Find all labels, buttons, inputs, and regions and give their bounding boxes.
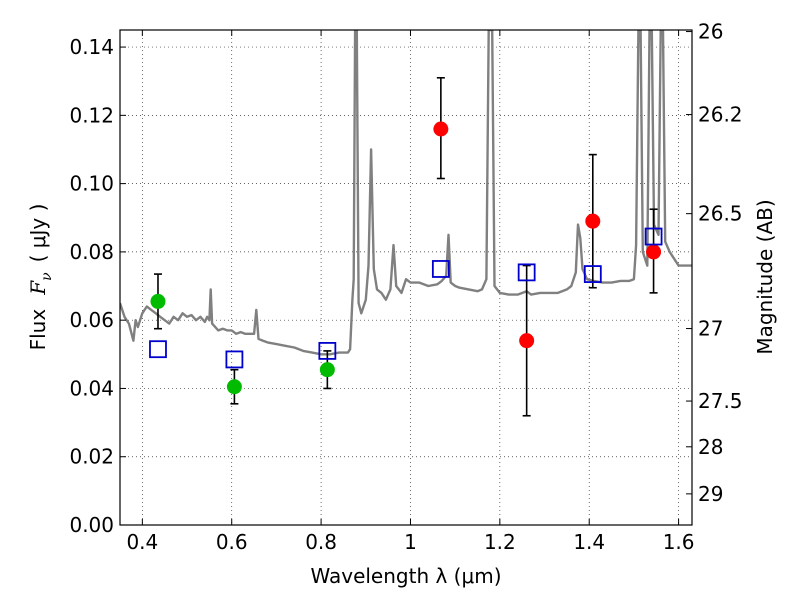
- y2-tick-label: 27: [698, 317, 723, 341]
- model-spectrum: [120, 30, 692, 356]
- x-tick-label: 1.2: [484, 530, 516, 554]
- y-axis-title-prefix: Flux: [26, 309, 50, 351]
- x-tick-label: 0.4: [126, 530, 158, 554]
- model-point: [225, 350, 244, 369]
- model-point: [318, 341, 337, 360]
- y2-tick-label: 27.5: [698, 389, 743, 413]
- data-markers: [149, 121, 663, 395]
- y-tick-label: 0.10: [69, 172, 114, 196]
- model-point: [149, 340, 167, 359]
- y2-axis: 26 26.2 26.5 27 27.5 28 29: [686, 20, 743, 506]
- y2-tick-label: 26: [698, 20, 723, 44]
- x-tick-label: 0.8: [305, 530, 337, 554]
- y-axis-title-symbol: F: [26, 280, 50, 296]
- y-tick-label: 0.00: [69, 513, 114, 537]
- x-tick-label: 1.6: [663, 530, 695, 554]
- x-tick-label: 0.6: [216, 530, 248, 554]
- y-tick-label: 0.02: [69, 445, 114, 469]
- y-tick-label: 0.14: [69, 35, 114, 59]
- model-point: [431, 260, 450, 278]
- data-point: [519, 333, 535, 349]
- y2-tick-label: 26.2: [698, 103, 743, 127]
- data-point: [646, 244, 662, 260]
- plot-frame: [119, 29, 693, 526]
- data-point: [585, 213, 601, 229]
- x-tick-label: 1: [404, 530, 417, 554]
- data-point: [433, 121, 449, 137]
- grid-lines: [120, 30, 692, 525]
- model-point: [644, 227, 663, 246]
- y-axis-title-unit: ( μJy ): [26, 204, 50, 263]
- y-axis: 0.00 0.02 0.04 0.06 0.08 0.10 0.12 0.14: [69, 35, 126, 537]
- model-point: [517, 263, 536, 282]
- x-axis-title: Wavelength λ (μm): [310, 564, 501, 588]
- y2-tick-label: 26.5: [698, 202, 743, 226]
- y-tick-label: 0.08: [69, 240, 114, 264]
- x-tick-label: 1.4: [573, 530, 605, 554]
- y-tick-label: 0.04: [69, 376, 114, 400]
- data-point: [226, 379, 242, 395]
- y-axis-title: Flux Fν ( μJy ): [26, 204, 55, 351]
- model-point: [583, 265, 602, 283]
- data-point: [150, 293, 166, 309]
- data-point: [319, 362, 335, 378]
- spectrum-line: [120, 30, 692, 356]
- y2-tick-label: 29: [698, 482, 723, 506]
- y2-tick-label: 28: [698, 435, 723, 459]
- plot-area: [120, 30, 692, 417]
- y-tick-label: 0.06: [69, 308, 114, 332]
- x-axis: 0.4 0.6 0.8 1 1.2 1.4 1.6: [126, 30, 695, 554]
- y-axis-title-subscript: ν: [39, 272, 55, 281]
- y2-axis-title: Magnitude (AB): [753, 199, 777, 354]
- y-tick-label: 0.12: [69, 103, 114, 127]
